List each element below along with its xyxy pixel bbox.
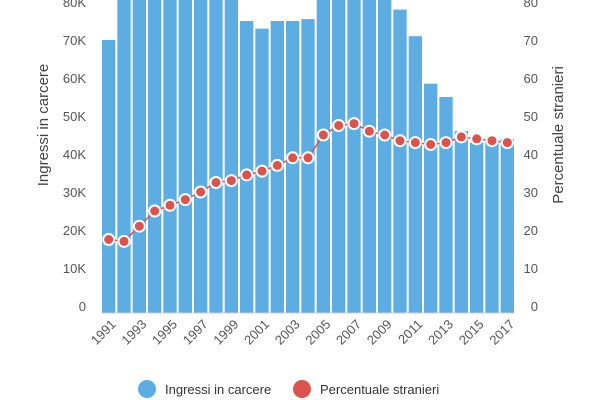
y-left-tick-label: 40K bbox=[63, 147, 86, 162]
point-2007 bbox=[347, 117, 361, 131]
point-1996 bbox=[178, 193, 192, 207]
y-right-tick-label: 60 bbox=[524, 71, 538, 86]
y-right-tick-label: 0 bbox=[531, 299, 538, 314]
point-2016 bbox=[485, 134, 499, 148]
y-left-tick-label: 30K bbox=[63, 185, 86, 200]
bar-2003 bbox=[286, 21, 300, 313]
y-left-tick-label: 0 bbox=[79, 299, 86, 314]
point-1993 bbox=[132, 219, 146, 233]
x-tick-label: 1997 bbox=[180, 317, 211, 348]
point-1999 bbox=[224, 174, 238, 188]
bar-1995 bbox=[163, 0, 177, 314]
x-tick-label: 2005 bbox=[302, 317, 333, 348]
x-tick-label: 2017 bbox=[486, 317, 517, 348]
point-1995 bbox=[163, 198, 177, 212]
x-tick-label: 1999 bbox=[210, 317, 241, 348]
point-2011 bbox=[408, 136, 422, 150]
y-right-tick-label: 20 bbox=[524, 223, 538, 238]
y-left-tick-label: 20K bbox=[63, 223, 86, 238]
point-2017 bbox=[500, 136, 514, 150]
y-right-tick-label: 80 bbox=[524, 0, 538, 10]
point-2012 bbox=[424, 138, 438, 151]
point-1994 bbox=[148, 204, 162, 218]
y-left-tick-label: 60K bbox=[63, 71, 86, 86]
x-tick-label: 2001 bbox=[241, 317, 272, 348]
x-axis: 1991 1993 1995 1997 1999 2001 2003 2005 2007 2009… bbox=[88, 317, 518, 348]
bar-1991 bbox=[102, 40, 116, 313]
point-2010 bbox=[393, 134, 407, 148]
point-1992 bbox=[117, 234, 131, 248]
bar-2006 bbox=[332, 0, 346, 313]
point-1998 bbox=[209, 176, 223, 189]
bar-series bbox=[102, 0, 514, 314]
y-right-tick-label: 10 bbox=[524, 261, 538, 276]
x-tick-label: 1993 bbox=[118, 317, 149, 348]
bar-2005 bbox=[316, 0, 330, 313]
x-tick-label: 2003 bbox=[272, 317, 303, 348]
point-2002 bbox=[270, 158, 284, 172]
y-axis-left: 0 10K 20K 30K 40K 50K 60K 70K 80K bbox=[63, 0, 86, 314]
x-tick-label: 2011 bbox=[395, 317, 425, 347]
y-right-tick-label: 50 bbox=[524, 109, 538, 124]
x-tick-label: 2009 bbox=[364, 317, 395, 348]
bar-1994 bbox=[148, 0, 162, 314]
bar-2000 bbox=[240, 21, 254, 313]
y-left-tick-label: 70K bbox=[63, 33, 86, 48]
point-2006 bbox=[332, 119, 346, 132]
line-series bbox=[102, 117, 514, 248]
y-right-tick-label: 30 bbox=[524, 185, 538, 200]
point-2013 bbox=[439, 136, 453, 150]
y-left-tick-label: 50K bbox=[63, 109, 86, 124]
legend-label-ingressi: Ingressi in carcere bbox=[165, 382, 271, 397]
point-2014 bbox=[454, 130, 468, 144]
y-axis-right-title: Percentuale stranieri bbox=[550, 66, 567, 204]
bar-1996 bbox=[178, 0, 192, 313]
bar-2014 bbox=[454, 131, 468, 313]
point-1991 bbox=[102, 233, 116, 246]
bar-1999 bbox=[224, 0, 238, 313]
bar-1998 bbox=[209, 0, 223, 313]
y-axis-left-title: Ingressi in carcere bbox=[35, 64, 52, 187]
bar-2016 bbox=[485, 138, 499, 313]
y-right-tick-label: 40 bbox=[524, 147, 538, 162]
y-axis-right: 0 10 20 30 40 50 60 70 80 bbox=[524, 0, 538, 314]
bar-2012 bbox=[424, 83, 438, 313]
point-2005 bbox=[316, 128, 330, 142]
bar-2008 bbox=[362, 0, 376, 313]
bar-1992 bbox=[117, 0, 131, 313]
bar-2015 bbox=[470, 142, 484, 313]
bar-2013 bbox=[439, 97, 453, 313]
bar-1997 bbox=[194, 0, 208, 314]
bar-2007 bbox=[347, 0, 361, 313]
x-tick-label: 2007 bbox=[333, 317, 364, 348]
point-2003 bbox=[286, 151, 300, 165]
point-2001 bbox=[255, 164, 269, 178]
bar-2009 bbox=[378, 0, 392, 313]
bar-2004 bbox=[301, 19, 315, 313]
legend-swatch-ingressi bbox=[138, 380, 156, 398]
bar-2011 bbox=[408, 36, 422, 313]
legend: Ingressi in carcere Percentuale stranier… bbox=[138, 380, 439, 398]
point-2004 bbox=[301, 151, 315, 165]
legend-label-stranieri: Percentuale stranieri bbox=[320, 382, 439, 397]
legend-swatch-stranieri bbox=[293, 380, 311, 398]
point-2000 bbox=[240, 168, 254, 182]
y-left-tick-label: 80K bbox=[63, 0, 86, 10]
x-tick-label: 2015 bbox=[456, 317, 487, 348]
x-tick-label: 2013 bbox=[425, 317, 456, 348]
point-2009 bbox=[378, 128, 392, 142]
y-right-tick-label: 70 bbox=[524, 33, 538, 48]
bar-2010 bbox=[393, 9, 407, 313]
bar-2017 bbox=[500, 138, 514, 313]
x-tick-label: 1995 bbox=[149, 317, 180, 348]
point-1997 bbox=[194, 185, 208, 199]
y-left-tick-label: 10K bbox=[63, 261, 86, 276]
bar-1993 bbox=[132, 0, 146, 313]
x-tick-label: 1991 bbox=[88, 317, 119, 348]
point-2015 bbox=[470, 132, 484, 146]
point-2008 bbox=[362, 124, 376, 138]
